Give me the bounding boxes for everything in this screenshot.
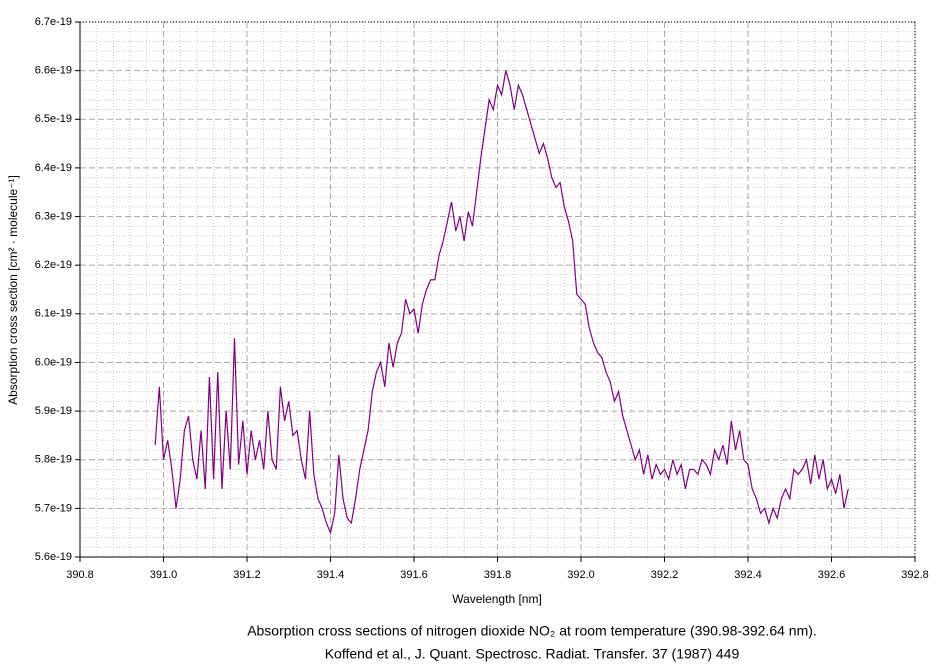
y-tick-label: 6.5e-19 [35, 113, 72, 125]
x-tick-label: 391.0 [150, 569, 178, 581]
x-tick-label: 391.4 [317, 569, 345, 581]
y-tick-label: 5.6e-19 [35, 551, 72, 563]
y-tick-label: 6.1e-19 [35, 308, 72, 320]
caption: Koffend et al., J. Quant. Spectrosc. Rad… [325, 646, 740, 662]
data-line [154, 70, 849, 535]
x-tick-label: 392.2 [651, 569, 679, 581]
x-tick-label: 392.4 [734, 569, 762, 581]
y-axis-label: Absorption cross section [cm² · molecule… [6, 175, 20, 405]
y-tick-label: 6.0e-19 [35, 356, 72, 368]
x-axis-label: Wavelength [nm] [452, 592, 542, 606]
y-tick-label: 6.3e-19 [35, 210, 72, 222]
y-tick-label: 6.6e-19 [35, 65, 72, 77]
y-tick-label: 6.2e-19 [35, 259, 72, 271]
x-tick-label: 392.0 [567, 569, 595, 581]
x-tick-label: 391.2 [233, 569, 261, 581]
y-tick-label: 5.9e-19 [35, 405, 72, 417]
y-tick-label: 6.7e-19 [35, 16, 72, 28]
y-tick-label: 5.8e-19 [35, 454, 72, 466]
y-tick-label: 6.4e-19 [35, 162, 72, 174]
x-tick-label: 392.6 [818, 569, 846, 581]
caption: Absorption cross sections of nitrogen di… [247, 623, 817, 639]
y-tick-label: 5.7e-19 [35, 502, 72, 514]
x-tick-label: 391.8 [484, 569, 512, 581]
x-tick-label: 391.6 [400, 569, 428, 581]
x-tick-label: 390.8 [66, 569, 94, 581]
x-tick-label: 392.8 [901, 569, 929, 581]
